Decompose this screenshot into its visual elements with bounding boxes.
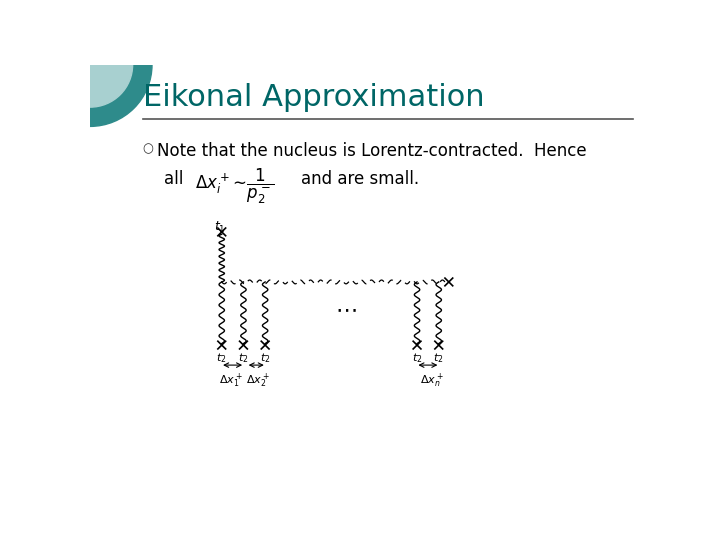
- Text: $\Delta x_2^+$: $\Delta x_2^+$: [246, 372, 269, 389]
- Text: $t_2$: $t_2$: [412, 351, 422, 365]
- Text: $t_2$: $t_2$: [433, 351, 444, 365]
- Text: $\Delta x_i^+\!\sim\!\dfrac{1}{p_2^-}$: $\Delta x_i^+\!\sim\!\dfrac{1}{p_2^-}$: [194, 167, 274, 206]
- Text: $t_1$: $t_1$: [214, 220, 225, 235]
- Text: and are small.: and are small.: [301, 170, 419, 187]
- Text: $t_2$: $t_2$: [260, 351, 270, 365]
- Text: Note that the nucleus is Lorentz-contracted.  Hence: Note that the nucleus is Lorentz-contrac…: [157, 142, 586, 160]
- Text: $\Delta x_1^+$: $\Delta x_1^+$: [220, 372, 243, 389]
- Text: $t_2$: $t_2$: [216, 351, 227, 365]
- Text: ○: ○: [143, 142, 153, 155]
- Text: Eikonal Approximation: Eikonal Approximation: [143, 83, 485, 112]
- Circle shape: [48, 23, 132, 107]
- Text: all: all: [163, 170, 183, 187]
- Text: $\cdots$: $\cdots$: [335, 299, 356, 319]
- Text: $t_2$: $t_2$: [238, 351, 248, 365]
- Circle shape: [28, 3, 152, 126]
- Text: $\Delta x_n^+$: $\Delta x_n^+$: [420, 372, 444, 389]
